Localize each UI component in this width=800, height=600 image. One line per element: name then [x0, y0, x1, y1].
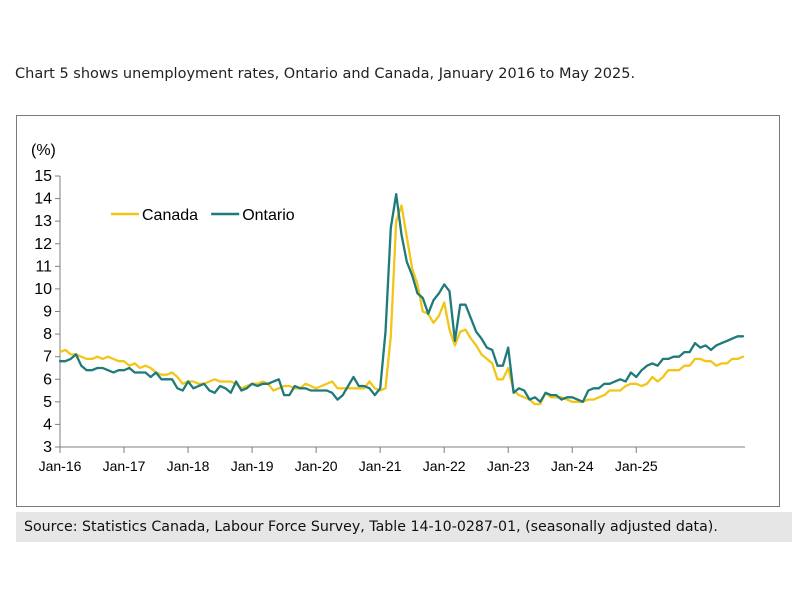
- x-tick-label: Jan-22: [423, 458, 466, 474]
- x-tick-label: Jan-25: [615, 458, 658, 474]
- y-tick-label: 8: [43, 326, 52, 343]
- x-tick-label: Jan-16: [39, 458, 82, 474]
- y-tick-label: 7: [43, 349, 52, 366]
- series-lines: [58, 192, 745, 406]
- y-tick-label: 6: [43, 371, 52, 388]
- x-tick-label: Jan-17: [103, 458, 146, 474]
- series-line-ontario: [58, 192, 745, 403]
- legend-label-canada: Canada: [142, 207, 198, 224]
- y-tick-label: 13: [34, 213, 52, 230]
- source-note: Source: Statistics Canada, Labour Force …: [16, 512, 792, 542]
- legend-label-ontario: Ontario: [242, 207, 295, 224]
- x-tick-label: Jan-23: [487, 458, 530, 474]
- x-tick-label: Jan-19: [231, 458, 274, 474]
- y-tick-label: 5: [43, 394, 52, 411]
- y-unit-label: (%): [31, 142, 56, 159]
- series-line-canada: [58, 204, 745, 406]
- y-tick-label: 10: [34, 281, 52, 298]
- y-tick-label: 4: [43, 416, 52, 433]
- legend: Canada Ontario: [111, 207, 295, 224]
- y-tick-label: 9: [43, 304, 52, 321]
- x-axis: Jan-16 Jan-17 Jan-18 Jan-19 Jan-20 Jan-21 Jan-…: [39, 446, 745, 474]
- y-tick-label: 11: [35, 258, 52, 275]
- x-tick-label: Jan-21: [359, 458, 402, 474]
- y-tick-label: 12: [34, 236, 52, 253]
- x-tick-label: Jan-18: [167, 458, 210, 474]
- intro-text: Chart 5 shows unemployment rates, Ontari…: [15, 66, 636, 82]
- x-tick-label: Jan-20: [295, 458, 338, 474]
- y-tick-label: 14: [34, 191, 52, 208]
- chart-frame: 3 4 5 6 7 8 9 10 11 12 13 14 15 Jan-16 Jan-17 Jan-18 Ja…: [16, 115, 780, 507]
- y-tick-label: 3: [43, 439, 52, 456]
- x-tick-label: Jan-24: [551, 458, 594, 474]
- y-axis: 3 4 5 6 7 8 9 10 11 12 13 14 15: [34, 168, 61, 456]
- y-tick-label: 15: [34, 168, 52, 185]
